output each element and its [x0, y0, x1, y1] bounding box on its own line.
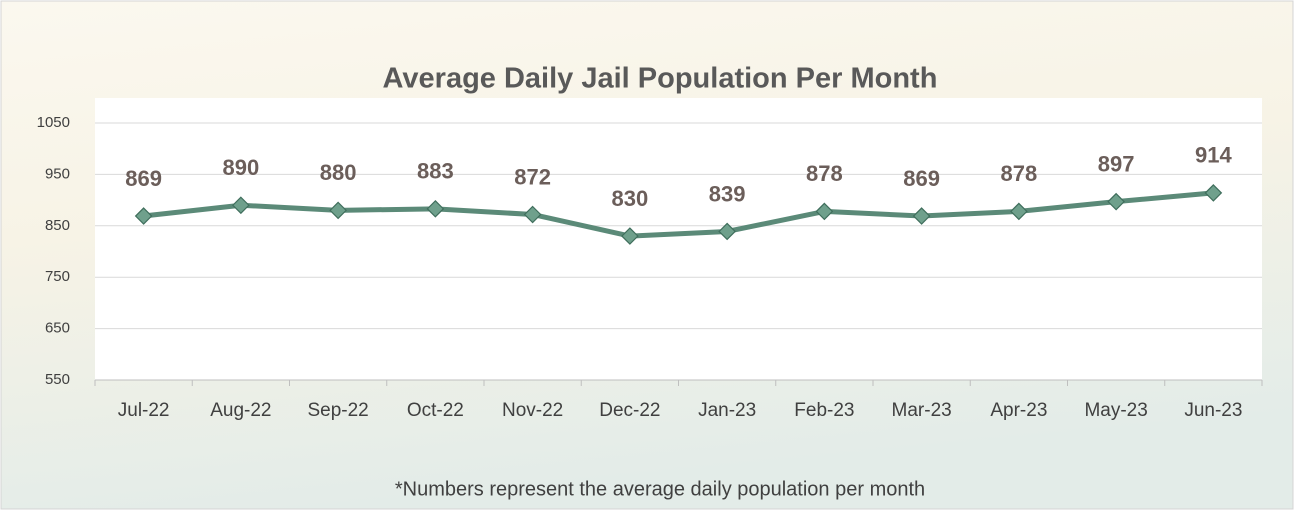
- data-label: 880: [320, 160, 357, 185]
- data-label: 869: [125, 166, 162, 191]
- marker: [815, 202, 834, 221]
- data-label: 883: [417, 159, 454, 184]
- x-tick-label: May-23: [1084, 400, 1147, 421]
- x-tick-label: Sep-22: [307, 400, 368, 421]
- x-tick-label: Oct-22: [407, 400, 464, 421]
- data-label: 897: [1098, 151, 1135, 176]
- x-tick-label: Apr-23: [990, 400, 1047, 421]
- x-tick-label: Mar-23: [892, 400, 952, 421]
- x-tick-label: Nov-22: [502, 400, 563, 421]
- data-label: 890: [223, 155, 260, 180]
- data-label: 878: [806, 161, 843, 186]
- marker: [1204, 184, 1223, 202]
- marker: [718, 222, 736, 241]
- y-tick-label: 650: [45, 320, 70, 337]
- annotation: *Numbers represent the average daily pop…: [395, 478, 925, 500]
- x-tick-label: Feb-23: [794, 400, 854, 421]
- y-tick-label: 850: [45, 217, 70, 234]
- data-label: 830: [612, 186, 649, 211]
- x-tick-label: Jun-23: [1184, 400, 1242, 421]
- data-label: 878: [1001, 161, 1038, 186]
- y-tick-label: 550: [45, 371, 70, 388]
- x-tick-label: Jul-22: [118, 400, 170, 421]
- marker: [134, 207, 153, 225]
- y-tick-label: 750: [45, 268, 70, 285]
- marker: [1010, 202, 1028, 221]
- plot-area: [95, 98, 1262, 380]
- marker: [523, 205, 542, 224]
- marker: [232, 196, 250, 215]
- marker: [329, 201, 347, 220]
- marker: [426, 199, 445, 218]
- x-tick-label: Aug-22: [210, 400, 271, 421]
- y-tick-label: 1050: [37, 114, 70, 131]
- data-label: 839: [709, 181, 746, 206]
- data-label: 872: [514, 164, 551, 189]
- marker: [1107, 192, 1125, 211]
- x-tick-label: Jan-23: [698, 400, 756, 421]
- line: [143, 190, 1214, 239]
- marker: [912, 207, 931, 225]
- data-label: 869: [903, 166, 940, 191]
- data-label: 914: [1195, 143, 1232, 168]
- x-tick-label: Dec-22: [599, 400, 660, 421]
- marker: [621, 227, 639, 245]
- y-tick-label: 950: [45, 165, 70, 182]
- chart-title: Average Daily Jail Population Per Month: [383, 63, 938, 95]
